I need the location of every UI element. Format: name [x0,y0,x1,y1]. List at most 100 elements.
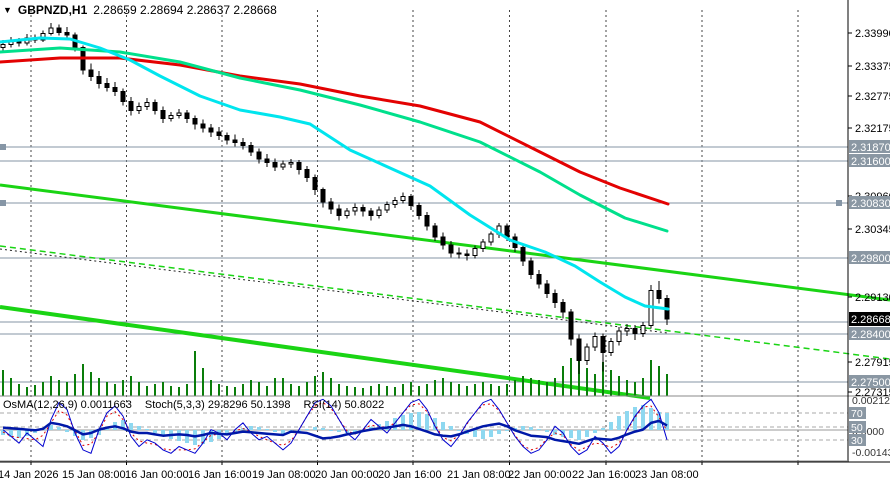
candle-body [352,206,358,212]
volume-bar [58,380,60,396]
chart-frame-layer [0,0,890,463]
candle-body [416,205,422,216]
candle-body [320,189,326,203]
candle-body [616,330,622,343]
candle-body [304,169,310,179]
volume-bar [298,386,300,396]
volume-bar [26,387,28,396]
osma-histogram-bar [609,422,613,430]
candle-body [536,273,542,285]
volume-bar [266,386,268,396]
osma-histogram-bar [145,429,149,430]
price-level-badge-label: 2.31600 [851,156,890,168]
volume-bar [410,382,412,396]
volume-bar [242,384,244,396]
dashed-green-trendline[interactable] [0,245,890,360]
volume-bar [306,382,308,396]
candle-body [224,135,230,141]
candle-body [656,290,662,300]
time-axis-label: 21 Jan 08:00 [447,469,511,481]
price-level-badge-label: 2.27500 [851,377,890,389]
osma-histogram-bar [137,426,141,430]
price-level-badge [849,251,890,264]
volume-bar [154,384,156,396]
volume-bar [226,386,228,396]
candle-body [256,151,262,160]
volume-bar [90,372,92,396]
volume-bar [34,385,36,396]
osma-histogram-bar [521,426,525,430]
volume-bar [106,382,108,396]
volume-bar [18,384,20,396]
volume-bar [66,382,68,396]
volume-bar [626,380,628,396]
candle-body [560,301,566,313]
candle-body [296,162,302,171]
time-axis-label: 14 Jan 2026 [0,469,59,481]
price-level-badge [849,327,890,340]
time-axis-layer: 14 Jan 2026 15 Jan 08:00 16 Jan 00:00 16 Ja… [0,462,799,481]
candle-body [472,248,478,257]
osma-histogram-bar [497,430,501,434]
volume-bar [322,372,324,396]
volume-bar [210,380,212,396]
volume-bar [74,374,76,396]
candle-body [576,338,582,362]
osma-histogram-bar [417,412,421,430]
price-axis-label: 2.30345 [855,224,890,236]
osma-histogram-bar [481,430,485,439]
candle-body [504,225,510,238]
candle-body [400,195,406,201]
volume-bar [450,382,452,396]
time-axis-label: 22 Jan 00:00 [508,469,572,481]
volume-bar [610,370,612,396]
candle-body [408,195,414,207]
candle-body [56,27,62,33]
osma-histogram-bar [161,430,165,436]
volume-bar [42,382,44,396]
candle-body [632,327,638,335]
symbol-dropdown-icon[interactable]: ▼ [3,5,12,15]
line-handle [0,144,6,150]
volume-bar [546,382,548,396]
candle-body [368,210,374,216]
candle-body [288,162,294,165]
volume-bar [202,368,204,396]
osma-histogram-bar [97,430,101,435]
candle-body [168,114,174,120]
volume-bar [370,386,372,396]
candle-body [392,199,398,206]
osma-histogram-bar [401,415,405,430]
chart-title-row: ▼ GBPNZD,H1 2.28659 2.28694 2.28637 2.28… [3,3,277,17]
volume-bar [482,382,484,396]
price-level-badge-label: 2.31870 [851,142,890,154]
price-level-badge [849,140,890,153]
price-axis-label: 2.33375 [855,61,890,73]
candle-body [464,253,470,257]
trend-lines-layer[interactable] [0,183,890,400]
candle-body [608,341,614,353]
volume-bar [170,386,172,396]
candle-body [88,69,94,78]
volume-bar [234,387,236,396]
current-price-badge [849,312,890,326]
volume-bar [586,368,588,396]
price-axis-label: 2.33990 [855,28,890,40]
osma-histogram-bar [201,430,205,444]
level-lines-layer [0,144,848,383]
candles-layer [0,22,670,374]
osma-histogram-bar [345,430,349,433]
osma-histogram-bar [337,430,341,432]
dotted-black-trendline[interactable] [0,248,669,334]
candle-body [232,139,238,144]
price-level-badge-label: 2.28400 [851,329,890,341]
lower-channel-line[interactable] [0,305,651,400]
candle-body [144,101,150,108]
osma-histogram-bar [9,430,13,437]
candle-body [240,142,246,146]
osma-histogram-bar [1,430,5,435]
osma-histogram-bar [409,413,413,430]
volume-bar [418,386,420,396]
